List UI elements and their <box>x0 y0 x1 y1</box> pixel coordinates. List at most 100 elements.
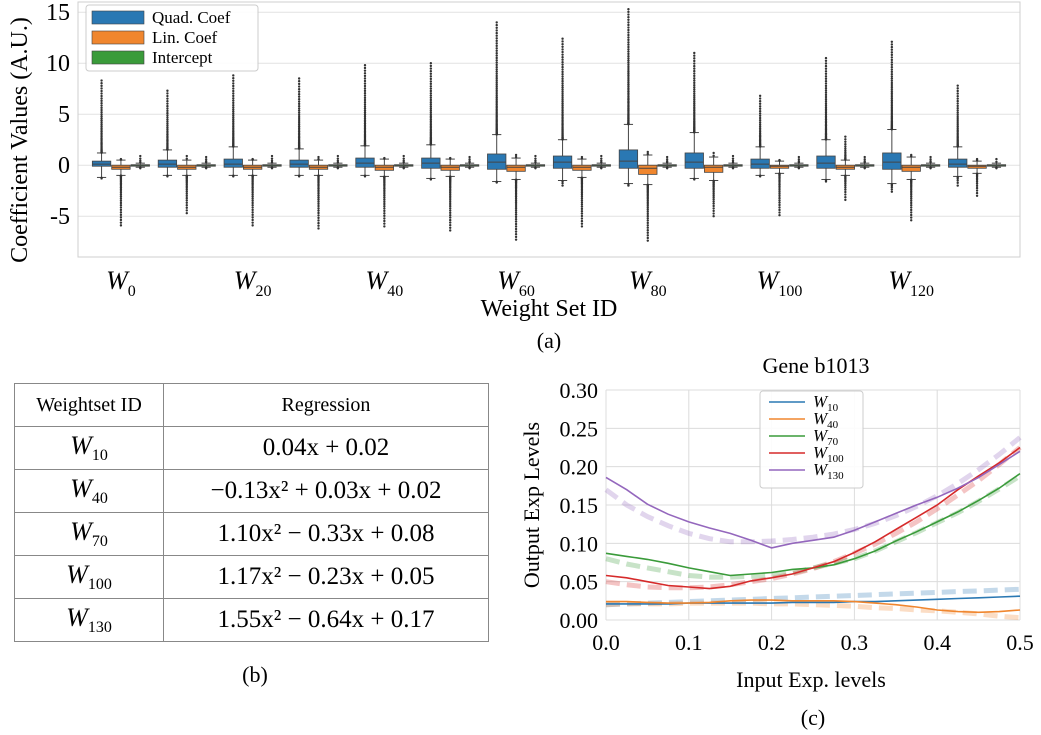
outlier-point <box>100 125 103 128</box>
outlier-point <box>449 198 452 202</box>
outlier-point <box>910 191 913 195</box>
outlier-point <box>844 182 847 185</box>
outlier-point <box>627 21 630 24</box>
outlier-point <box>100 106 103 110</box>
outlier-point <box>693 57 696 60</box>
x-tick-label: W80 <box>629 266 667 300</box>
outlier-point <box>778 206 781 209</box>
outlier-point <box>758 126 762 130</box>
outlier-point <box>712 204 715 208</box>
outlier-point <box>297 77 301 80</box>
line-chart-x-axis-label: Input Exp. levels <box>736 667 886 692</box>
y-tick-label: 0.00 <box>560 608 599 633</box>
outlier-point <box>824 87 828 90</box>
outlier-point <box>270 157 274 160</box>
outlier-point <box>890 51 894 54</box>
outlier-point <box>429 75 433 78</box>
outlier-point <box>627 23 630 27</box>
outlier-point <box>824 59 828 63</box>
table-cell-id: W130 <box>14 598 164 642</box>
box <box>882 152 902 170</box>
outlier-point <box>270 167 274 170</box>
outlier-point <box>363 122 367 125</box>
box <box>618 149 639 169</box>
outlier-point <box>627 65 630 69</box>
outlier-point <box>580 207 584 211</box>
outlier-point <box>844 195 847 199</box>
outlier-point <box>975 184 979 188</box>
outlier-point <box>561 106 564 109</box>
outlier-point <box>693 81 696 85</box>
outlier-point <box>890 95 894 99</box>
outlier-point <box>495 68 498 71</box>
outlier-point <box>956 113 959 117</box>
outlier-point <box>758 130 762 133</box>
outlier-point <box>646 236 649 240</box>
outlier-point <box>890 104 894 107</box>
outlier-point <box>495 181 498 184</box>
outlier-point <box>956 179 959 182</box>
outlier-point <box>890 93 894 97</box>
outlier-point <box>890 75 894 78</box>
outlier-point <box>363 103 367 106</box>
outlier-point <box>561 84 564 87</box>
outlier-point <box>495 26 498 29</box>
outlier-point <box>646 224 649 227</box>
outlier-point <box>863 158 866 161</box>
outlier-point <box>251 206 254 209</box>
outlier-point <box>363 113 367 116</box>
x-tick-label: 0.1 <box>675 630 703 655</box>
outlier-point <box>646 231 649 234</box>
outlier-point <box>317 189 320 192</box>
outlier-point <box>561 79 564 83</box>
outlier-point <box>204 158 208 161</box>
outlier-point <box>956 92 959 95</box>
outlier-point <box>844 145 847 148</box>
outlier-point <box>297 175 301 178</box>
outlier-point <box>561 42 564 46</box>
outlier-point <box>100 128 103 132</box>
outlier-point <box>297 87 301 91</box>
outlier-point <box>297 128 301 132</box>
outlier-point <box>797 167 801 170</box>
outlier-point <box>975 194 979 197</box>
outlier-point <box>166 122 169 125</box>
outlier-point <box>495 23 498 27</box>
table-cell-regression: −0.13x² + 0.03x + 0.02 <box>163 469 489 513</box>
outlier-point <box>712 188 715 191</box>
outlier-point <box>166 118 169 121</box>
outlier-point <box>297 90 301 93</box>
outlier-point <box>495 34 498 37</box>
outlier-point <box>693 74 696 78</box>
outlier-point <box>495 94 498 97</box>
outlier-point <box>995 160 998 164</box>
outlier-point <box>429 178 433 181</box>
outlier-point <box>185 194 188 198</box>
outlier-point <box>646 212 649 216</box>
boxplot-boxes <box>91 7 1007 242</box>
outlier-point <box>561 104 564 107</box>
outlier-point <box>890 53 894 57</box>
outlier-point <box>449 207 452 210</box>
legend-label: Lin. Coef <box>152 28 217 47</box>
outlier-point <box>468 155 471 159</box>
outlier-point <box>383 190 386 194</box>
outlier-point <box>627 184 630 187</box>
fit-curve <box>605 445 1022 591</box>
outlier-point <box>429 103 433 106</box>
outlier-point <box>297 115 301 119</box>
outlier-point <box>693 178 696 181</box>
outlier-point <box>119 188 123 191</box>
outlier-point <box>297 102 301 106</box>
legend-label: Intercept <box>152 48 213 67</box>
outlier-point <box>627 52 630 56</box>
outlier-point <box>383 189 386 192</box>
outlier-point <box>890 83 894 87</box>
outlier-point <box>119 197 123 200</box>
outlier-point <box>693 94 696 98</box>
table-row: W40 −0.13x² + 0.03x + 0.02 <box>14 469 489 513</box>
outlier-point <box>778 185 781 188</box>
outlier-point <box>495 49 498 52</box>
x-tick-label: W20 <box>234 266 272 300</box>
